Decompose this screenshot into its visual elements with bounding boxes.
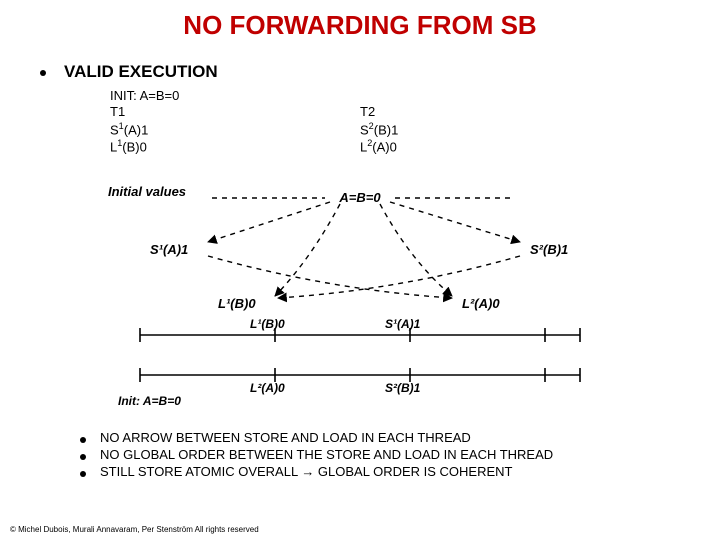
label-l1b0: L¹(B)0 — [218, 296, 256, 311]
tl-label: L²(A)0 — [250, 381, 285, 395]
arrow-dash — [208, 202, 330, 242]
thread-name: T2 — [360, 104, 610, 120]
bullet-row: NO GLOBAL ORDER BETWEEN THE STORE AND LO… — [80, 447, 680, 462]
bullet-row: NO ARROW BETWEEN STORE AND LOAD IN EACH … — [80, 430, 680, 445]
thread-left: INIT: A=B=0 T1 S1(A)1 L1(B)0 — [110, 88, 360, 156]
tl-label: S¹(A)1 — [385, 317, 421, 331]
label-s1a1: S¹(A)1 — [150, 242, 188, 257]
bullet-icon — [80, 437, 86, 443]
bullet-icon — [40, 70, 46, 76]
arrow-dash — [208, 256, 452, 298]
label-s2b1: S²(B)1 — [530, 242, 568, 257]
bullet-text: STILL STORE ATOMIC OVERALL → GLOBAL ORDE… — [100, 464, 513, 479]
arrow-dash — [390, 202, 520, 242]
thread-name: T1 — [110, 104, 360, 120]
label-center-top: A=B=0 — [338, 190, 381, 205]
init-line: INIT: A=B=0 — [110, 88, 360, 104]
label-initial-values: Initial values — [108, 184, 186, 199]
thread-op: L2(A)0 — [360, 138, 610, 156]
thread-op: L1(B)0 — [110, 138, 360, 156]
thread-op: S1(A)1 — [110, 121, 360, 139]
slide-title: NO FORWARDING FROM SB — [0, 10, 720, 41]
tl-label: S²(B)1 — [385, 381, 421, 395]
slide-root: NO FORWARDING FROM SB VALID EXECUTION IN… — [0, 0, 720, 540]
bullet-icon — [80, 454, 86, 460]
diagram-svg: Initial values A=B=0 S¹(A)1 S²(B)1 L¹(B)… — [100, 180, 620, 410]
label-l2a0: L²(A)0 — [462, 296, 500, 311]
arrow-dash — [278, 256, 520, 298]
ordering-diagram: Initial values A=B=0 S¹(A)1 S²(B)1 L¹(B)… — [100, 180, 620, 410]
bullet-icon — [80, 471, 86, 477]
label-init-bottom: Init: A=B=0 — [118, 394, 181, 408]
tl-label: L¹(B)0 — [250, 317, 285, 331]
thread-op: S2(B)1 — [360, 121, 610, 139]
copyright: © Michel Dubois, Murali Annavaram, Per S… — [10, 525, 259, 534]
section-heading-row: VALID EXECUTION — [40, 62, 218, 82]
arrow-dash — [275, 204, 340, 296]
thread-listing: INIT: A=B=0 T1 S1(A)1 L1(B)0 T2 S2(B)1 L… — [110, 88, 610, 156]
section-heading: VALID EXECUTION — [64, 62, 218, 82]
bullet-text: NO ARROW BETWEEN STORE AND LOAD IN EACH … — [100, 430, 471, 445]
thread-right: T2 S2(B)1 L2(A)0 — [360, 88, 610, 156]
bullet-row: STILL STORE ATOMIC OVERALL → GLOBAL ORDE… — [80, 464, 680, 479]
conclusion-bullets: NO ARROW BETWEEN STORE AND LOAD IN EACH … — [80, 430, 680, 481]
bullet-text: NO GLOBAL ORDER BETWEEN THE STORE AND LO… — [100, 447, 553, 462]
